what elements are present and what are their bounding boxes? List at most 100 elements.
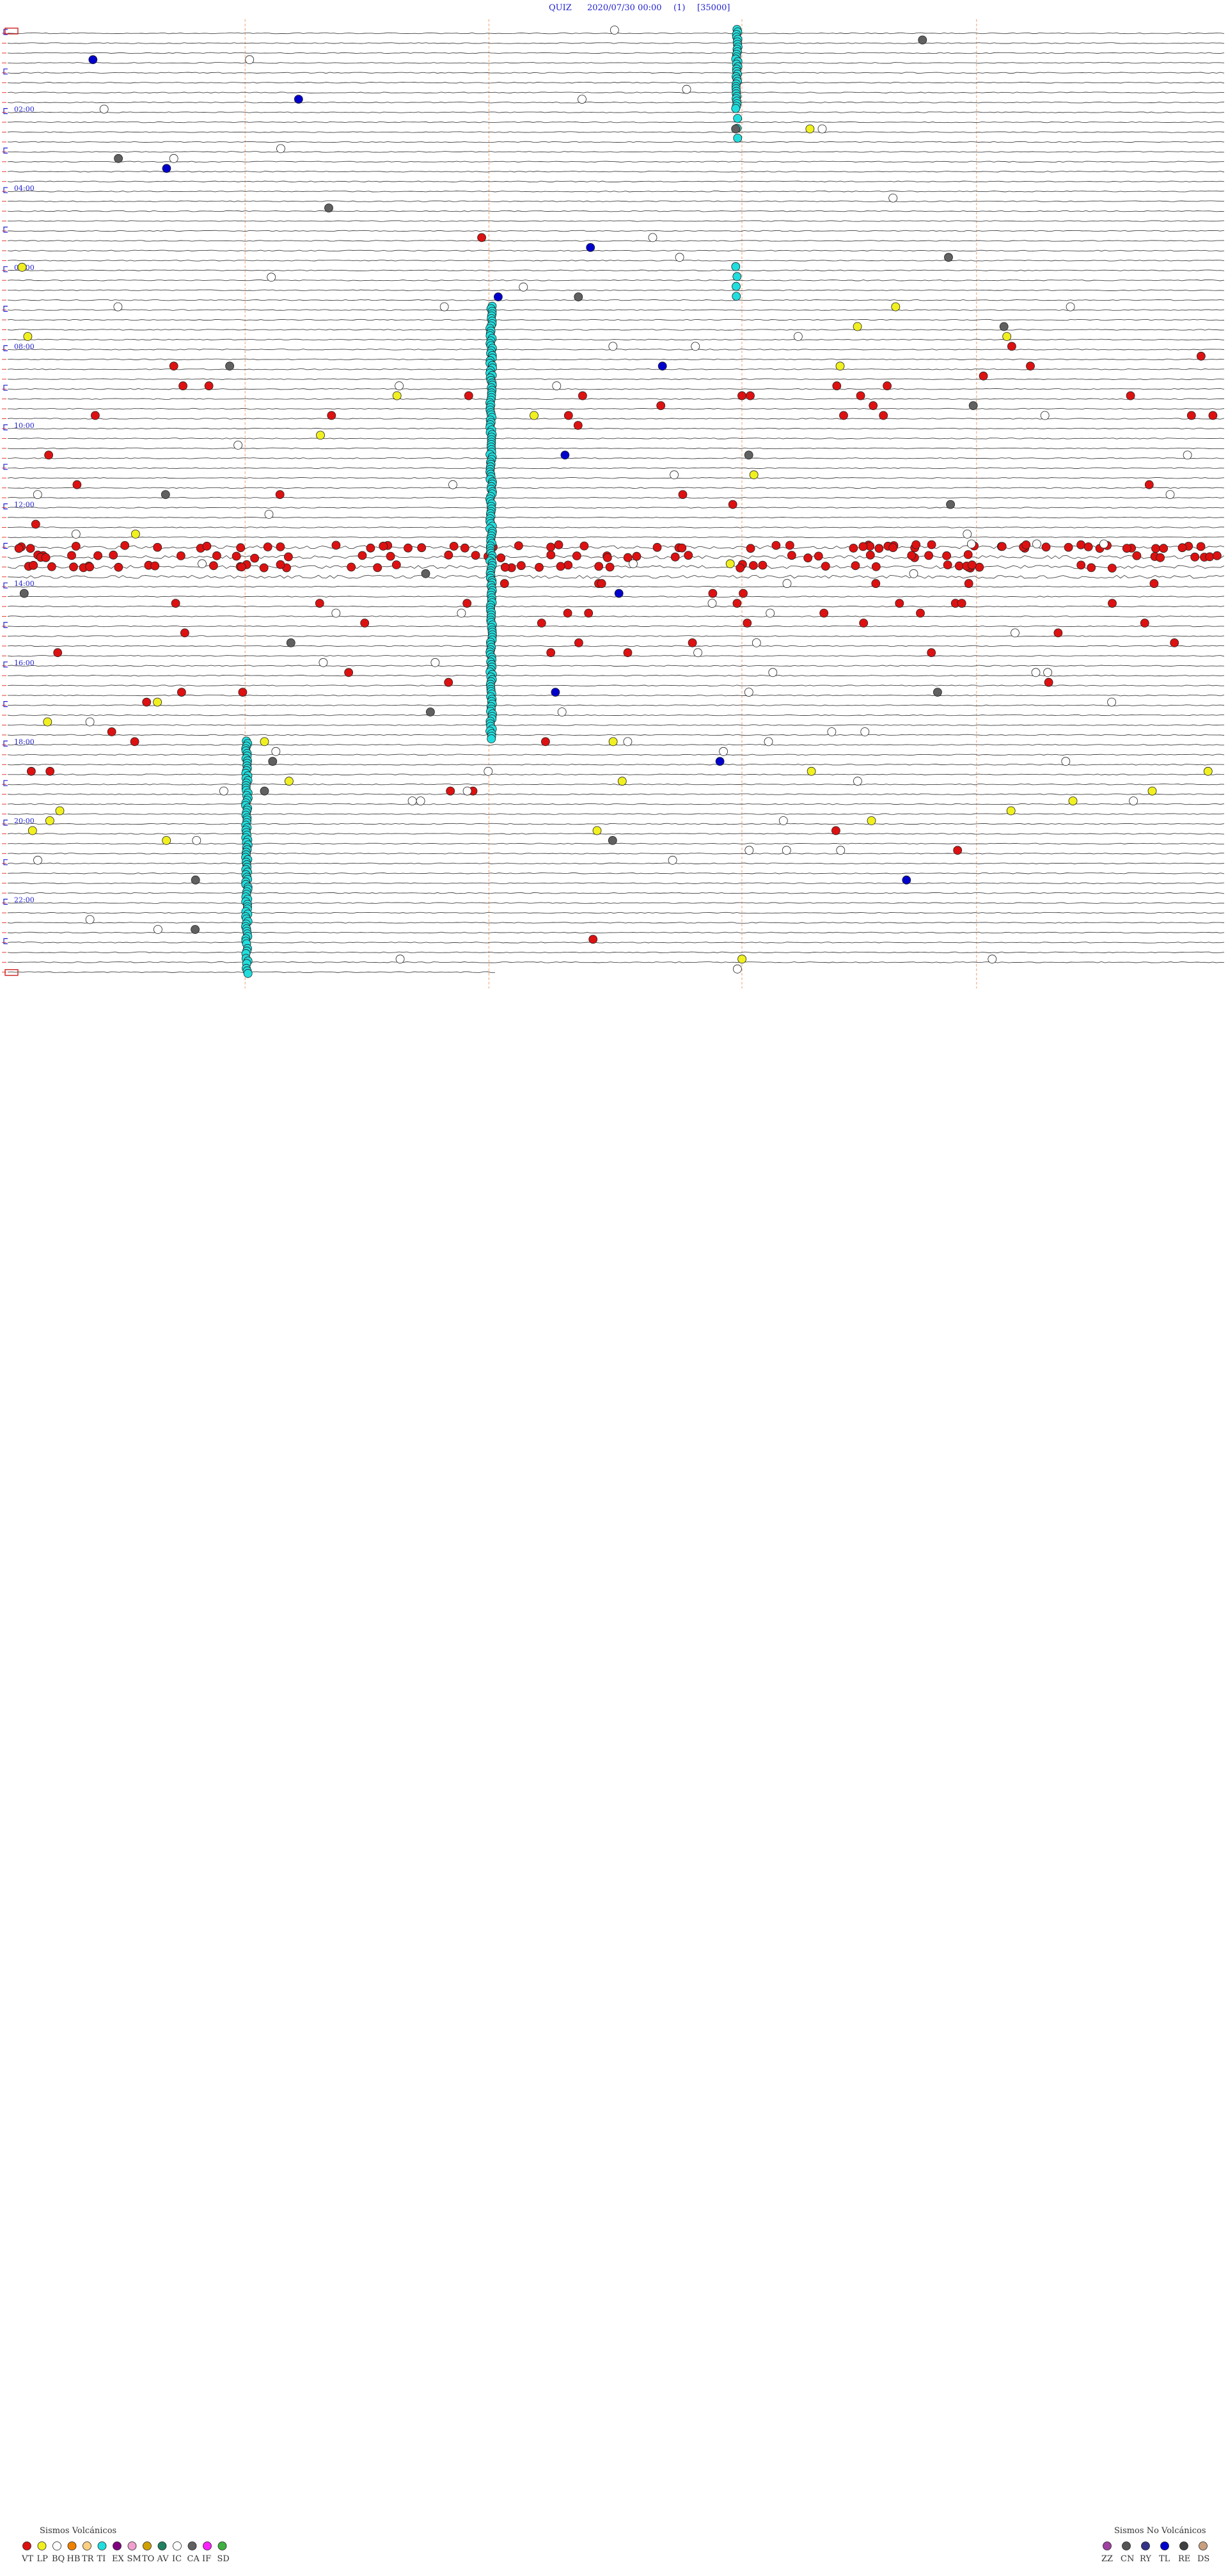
event-marker-bq <box>629 559 638 569</box>
seismic-trace <box>7 457 1224 459</box>
seismic-trace <box>7 249 1225 252</box>
seismic-trace <box>7 873 1225 874</box>
event-marker-vt <box>746 391 755 400</box>
event-marker-ca <box>260 786 269 796</box>
event-marker-bq <box>1129 796 1138 805</box>
event-marker-vt <box>849 544 858 553</box>
legend-label-ic: IC <box>172 2554 182 2564</box>
event-marker-bq <box>817 124 827 134</box>
legend-swatch-ic <box>173 2541 182 2550</box>
hour-bracket <box>3 464 8 470</box>
start-marker <box>4 28 19 35</box>
event-marker-vt <box>869 401 878 410</box>
event-marker-vt <box>1122 544 1131 553</box>
event-marker-bq <box>778 816 788 825</box>
legend-swatch-ry <box>1141 2541 1150 2550</box>
header-scale: [35000] <box>697 3 730 13</box>
event-marker-bq <box>744 688 753 697</box>
legend-volcanic-title: Sismos Volcánicos <box>40 2526 116 2536</box>
event-marker-lp <box>316 431 325 440</box>
event-marker-bq <box>1011 628 1019 638</box>
event-marker-tl <box>560 450 570 460</box>
event-marker-bq <box>1061 757 1071 766</box>
seismic-trace <box>7 783 1225 786</box>
event-marker-bq <box>33 490 42 499</box>
seismic-trace <box>7 299 1225 301</box>
event-marker-vt <box>45 766 55 776</box>
event-marker-vt <box>44 450 53 460</box>
seismic-trace <box>7 62 1225 64</box>
event-marker-lp <box>867 816 876 825</box>
event-marker-vt <box>315 599 324 608</box>
seismic-trace <box>7 516 1225 519</box>
event-marker-vt <box>150 561 160 571</box>
event-marker-vt <box>688 638 697 647</box>
time-label: 12:00 <box>14 501 35 509</box>
event-marker-vt <box>250 553 260 563</box>
event-marker-bq <box>113 302 123 312</box>
hour-bracket <box>3 29 8 35</box>
event-marker-vt <box>652 542 662 552</box>
hour-bracket <box>3 345 8 351</box>
event-marker-vt <box>1190 552 1200 562</box>
seismic-trace <box>7 635 1225 637</box>
event-marker-vt <box>623 553 633 562</box>
event-marker-vt <box>176 551 185 560</box>
event-marker-vt <box>263 542 272 551</box>
seismic-trace <box>7 151 1225 153</box>
event-marker-vt <box>1149 579 1159 589</box>
event-marker-bq <box>768 668 778 677</box>
event-marker-bq <box>1165 490 1175 499</box>
hour-bracket <box>3 780 8 786</box>
event-marker-ca <box>426 707 435 716</box>
event-marker-vt <box>446 786 455 796</box>
event-marker-bq <box>33 855 42 865</box>
event-marker-bq <box>484 766 493 776</box>
event-marker-bq <box>648 233 657 242</box>
legend-swatch-sm <box>127 2541 137 2550</box>
event-marker-vt <box>1213 551 1222 560</box>
event-marker-bq <box>782 846 791 855</box>
seismic-trace <box>7 714 1225 716</box>
event-marker-vt <box>514 541 523 550</box>
event-marker-vt <box>563 411 573 420</box>
event-marker-vt <box>1186 411 1196 420</box>
event-marker-bq <box>682 84 691 94</box>
event-marker-lp <box>749 470 759 480</box>
event-marker-lp <box>737 954 746 964</box>
event-marker-vt <box>259 563 269 573</box>
event-marker-ti <box>243 968 253 978</box>
event-marker-ca <box>968 401 978 410</box>
seismic-trace <box>8 704 1225 706</box>
event-marker-vt <box>708 589 718 598</box>
event-marker-bq <box>319 658 328 667</box>
event-marker-vt <box>871 562 881 571</box>
seismic-trace <box>7 368 1225 370</box>
seismic-trace <box>7 269 1225 272</box>
hour-bracket <box>3 187 8 193</box>
event-marker-bq <box>836 846 846 855</box>
seismic-trace <box>7 398 1225 400</box>
seismic-trace <box>7 645 1225 647</box>
event-marker-vt <box>169 361 178 371</box>
event-marker-vt <box>858 542 868 551</box>
event-marker-vt <box>537 619 546 628</box>
seismic-trace <box>7 438 1225 439</box>
event-marker-vt <box>391 560 401 569</box>
event-marker-vt <box>67 551 76 560</box>
time-label: 22:00 <box>14 896 35 905</box>
time-label: 18:00 <box>14 738 35 746</box>
seismic-trace <box>7 418 1225 420</box>
hour-bracket <box>3 938 8 944</box>
seismic-trace <box>7 141 1225 143</box>
seismic-trace <box>7 329 1225 331</box>
seismic-trace <box>7 180 1225 182</box>
seismic-trace <box>7 121 1225 123</box>
event-marker-bq <box>276 144 285 154</box>
event-marker-ca <box>933 688 942 697</box>
seismic-trace <box>7 496 1225 499</box>
event-marker-vt <box>1205 552 1215 562</box>
seismic-trace <box>7 615 1224 617</box>
event-marker-bq <box>888 193 898 203</box>
event-marker-bq <box>608 342 618 351</box>
